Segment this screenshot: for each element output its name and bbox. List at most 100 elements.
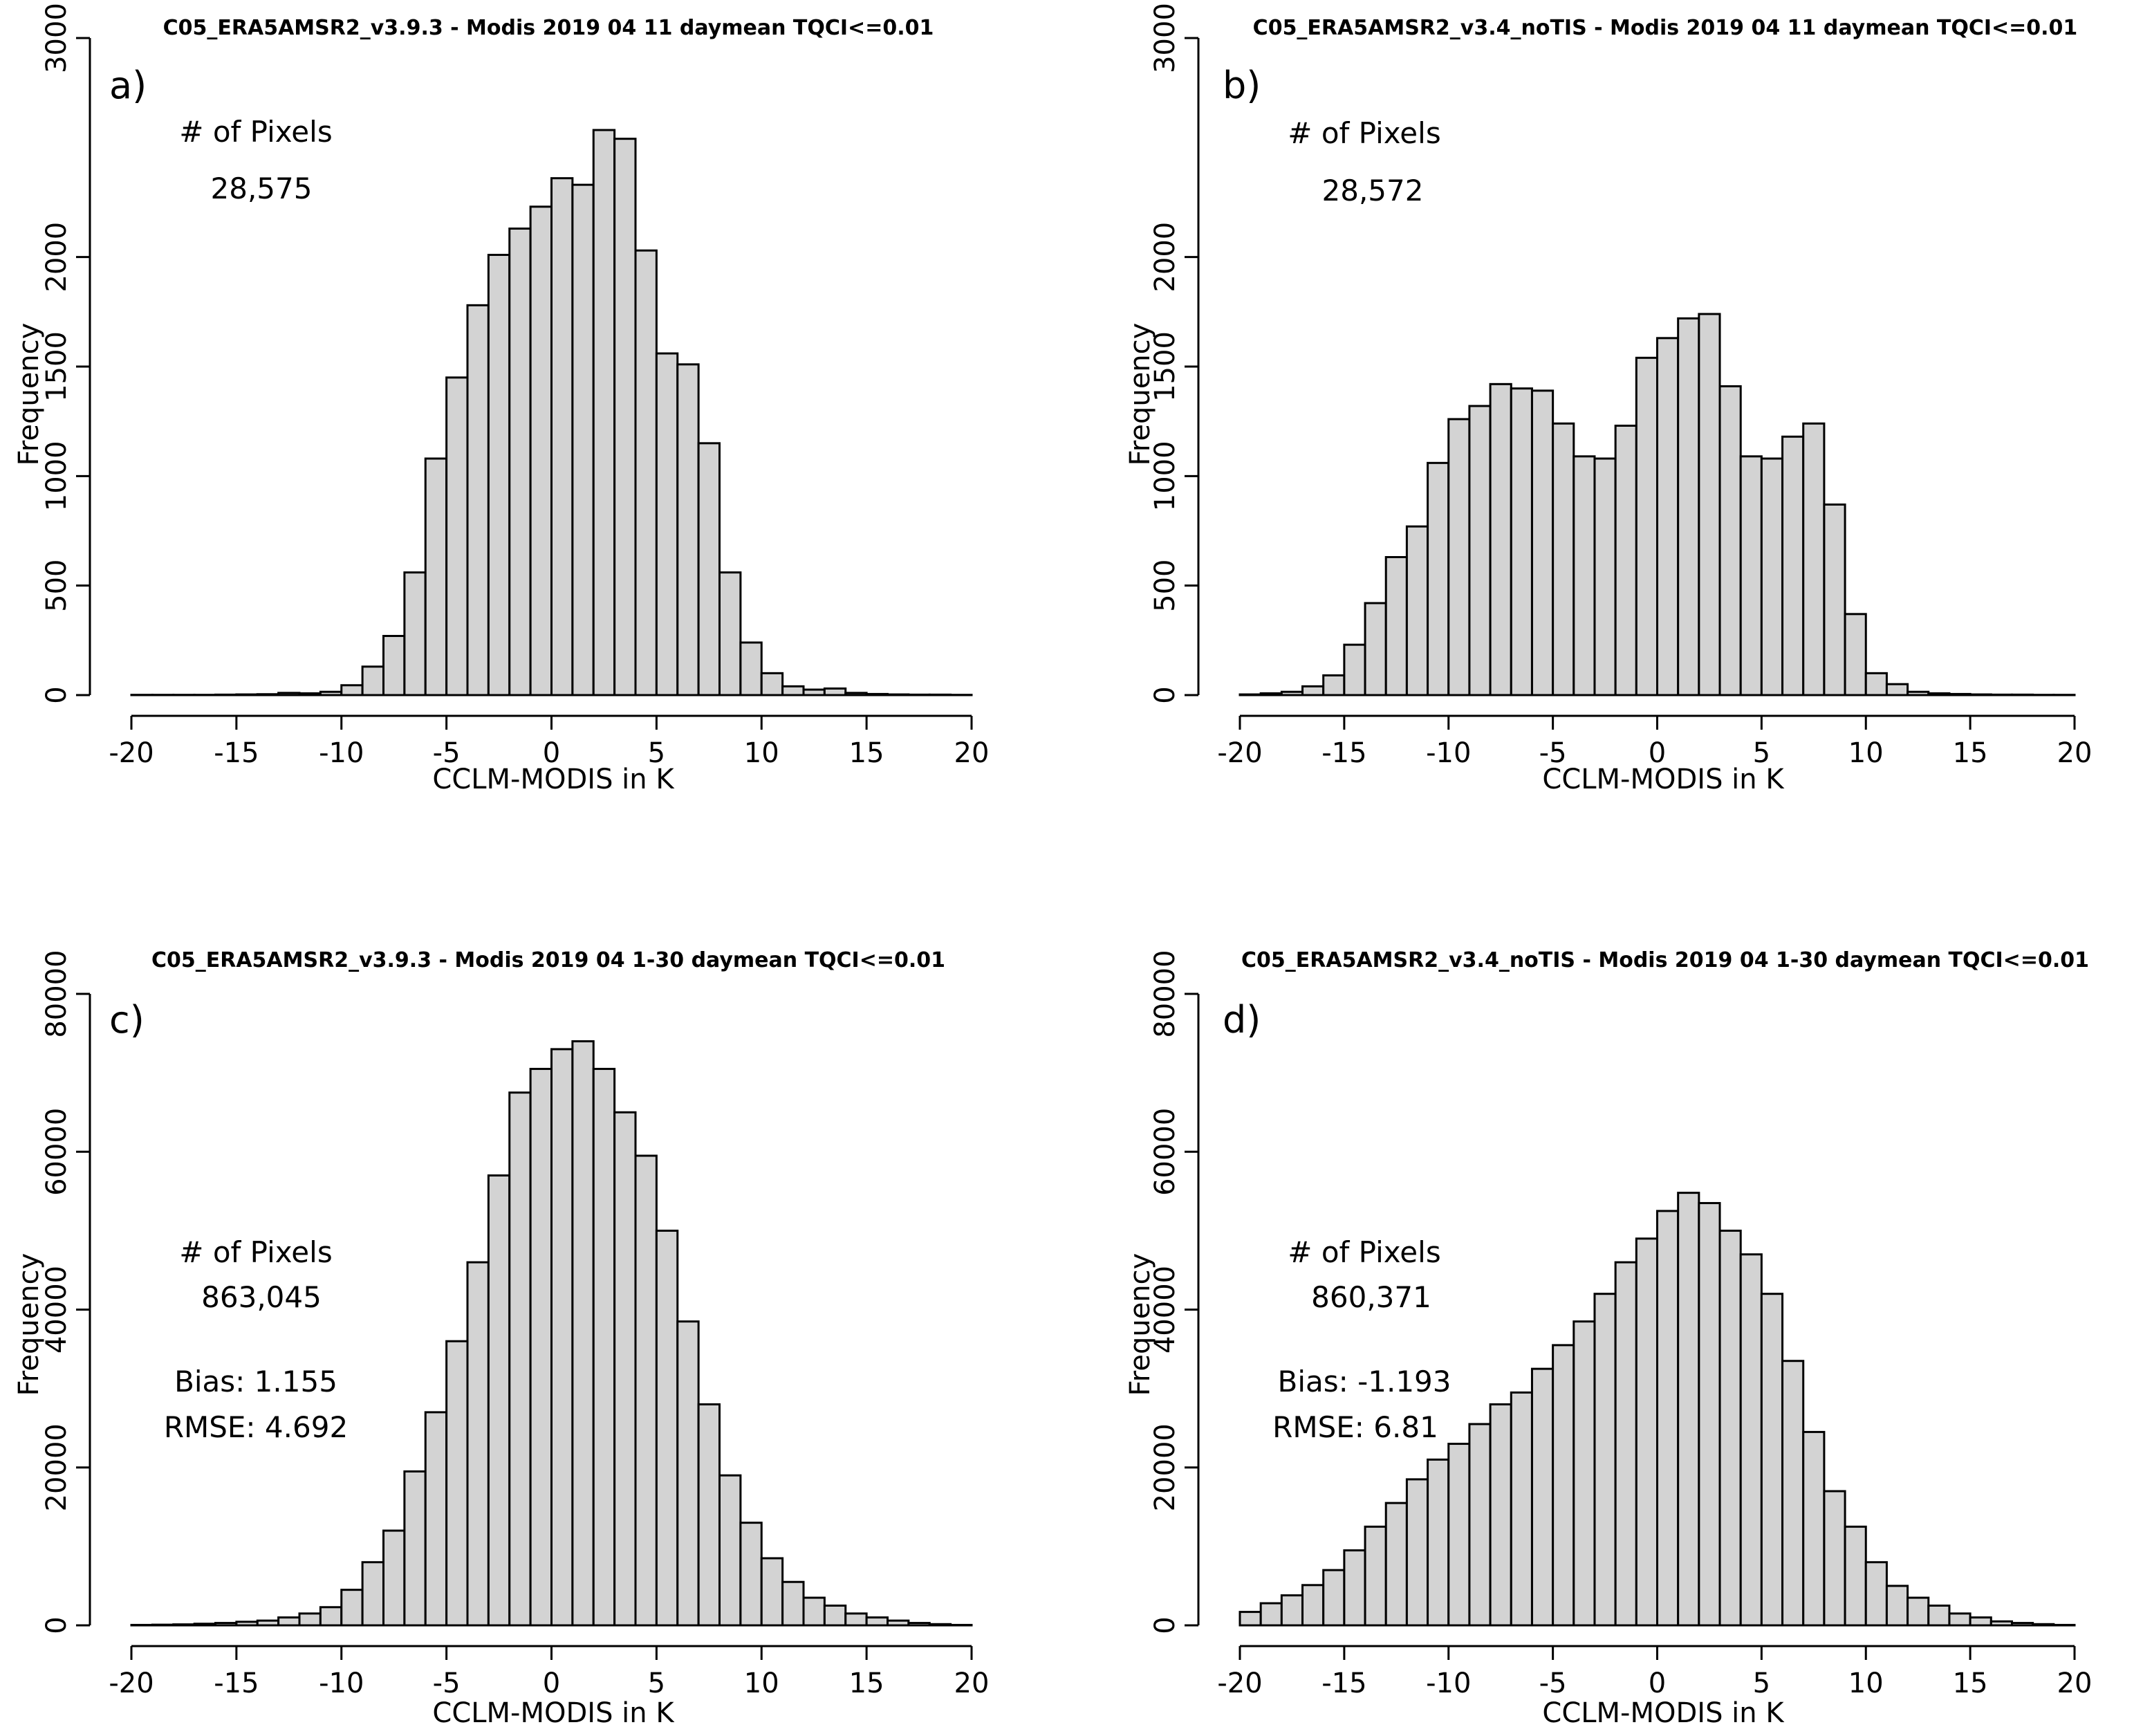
panel-c-bar [823,1604,847,1627]
panel-c-bar [403,1470,427,1627]
panel-a-bar [550,177,574,696]
panel-d-bar [1864,1561,1888,1627]
panel-c-bar [382,1529,406,1627]
panel-d-bar [1760,1293,1784,1627]
panel-a-bar [718,571,742,696]
panel-c-bar [655,1229,679,1627]
panel-a-y-axis-label: Frequency [13,323,45,466]
panel-d-bar [1885,1585,1909,1627]
panel-b-bar [1718,385,1742,696]
panel-d-bar [1907,1596,1930,1627]
panel-a-bar [823,687,847,696]
panel-c-x-tick-label: -10 [319,1668,364,1699]
panel-b-bar [1593,457,1617,696]
panel-b-bar [1468,405,1492,696]
panel-b-x-tick-label: 0 [1649,737,1666,769]
panel-b-bar [1614,425,1638,696]
panel-d-bar [1614,1261,1638,1627]
panel-d-bar [1259,1602,1283,1627]
panel-d-bar [1739,1253,1763,1627]
panel-c-bar [298,1612,322,1627]
panel-a-bar [361,665,384,696]
panel-b-x-tick-label: 20 [2057,737,2093,769]
panel-b-y-tick-label: 1500 [1149,331,1181,402]
panel-c-bar [319,1606,343,1627]
panel-b-pixels-label: # of Pixels [1288,116,1440,150]
panel-d-bar [1552,1344,1575,1627]
panel-a-x-tick-label: 15 [849,737,884,769]
panel-b-pixels-value: 28,572 [1322,174,1424,207]
panel-d-x-tick-label: 10 [1848,1668,1884,1699]
panel-d-y-tick-label: 60000 [1149,1108,1181,1196]
panel-b-bar [1656,337,1680,696]
panel-a-bar [907,693,931,696]
panel-d-x-tick-label: -15 [1321,1668,1366,1699]
panel-d-bar [1927,1604,1951,1627]
panel-d-bar [1593,1293,1617,1627]
panel-c-bar [718,1474,742,1627]
panel-a-bar [887,693,910,696]
panel-b-y-tick-label: 3000 [1149,3,1181,73]
panel-a-bar [445,376,469,696]
panel-d-y-tick-label: 80000 [1149,950,1181,1037]
panel-b-y-tick-label: 1000 [1149,441,1181,511]
panel-a-bar [508,228,532,696]
panel-d-bar [1489,1403,1512,1627]
panel-a-bar [487,254,511,696]
panel-d-pixels-label: # of Pixels [1288,1235,1440,1269]
panel-c-x-tick-label: 10 [744,1668,779,1699]
panel-b-bar [1927,692,1951,696]
panel-a-x-tick-label: -15 [214,737,259,769]
panel-c-pixels-label: # of Pixels [179,1235,332,1269]
panel-d-x-tick-label: -5 [1539,1668,1567,1699]
panel-b-bar [1259,692,1283,696]
panel-b-y-axis-label: Frequency [1124,323,1156,466]
panel-c-bar [634,1154,658,1627]
panel-b-bar [1510,387,1533,696]
panel-b-bar [1739,455,1763,696]
panel-b-bar [1530,389,1555,696]
panel-d-bar [1384,1502,1408,1627]
panel-d-x-tick-label: -20 [1217,1668,1262,1699]
panel-c-y-tick-label: 60000 [41,1108,73,1196]
panel-d-x-tick-label: 20 [2057,1668,2093,1699]
panel-a-bar [571,183,595,696]
panel-d-bar [1405,1478,1429,1627]
panel-b-x-tick-label: 15 [1953,737,1988,769]
panel-a-bar [529,205,553,696]
panel-c-bias: Bias: 1.155 [174,1365,337,1398]
panel-c-bar [697,1403,721,1627]
panel-a-x-tick-label: -5 [433,737,461,769]
panel-a-x-tick-label: 5 [648,737,665,769]
panel-a-y-tick-label: 1500 [41,331,73,402]
panel-b-bar [1427,461,1450,696]
panel-b-bar [1781,435,1805,696]
panel-a-x-tick-label: 0 [543,737,560,769]
panel-a-bar [424,457,448,696]
panel-a-x-tick-label: 20 [954,737,990,769]
panel-d-bar [1427,1458,1450,1627]
panel-c-bar [445,1340,469,1627]
panel-d-bar [1447,1443,1471,1627]
panel-c-bar [592,1067,616,1627]
panel-b-bar [1760,457,1784,696]
panel-c-bar [802,1596,826,1627]
panel-b-title: C05_ERA5AMSR2_v3.4_noTIS - Modis 2019 04… [1253,16,2078,40]
panel-d-bar [1322,1569,1346,1627]
panel-a-y-tick-label: 0 [41,686,73,703]
panel-d-rmse: RMSE: 6.81 [1272,1410,1438,1444]
panel-a-y-tick-label: 1000 [41,441,73,511]
panel-b-label: b) [1223,64,1261,107]
panel-a-bar [235,693,259,696]
panel-b-bar [1384,556,1408,696]
panel-c-bar [193,1623,216,1627]
panel-b-bar [1969,693,1992,696]
panel-a-bar [697,442,721,696]
panel-d-x-tick-label: -10 [1426,1668,1471,1699]
panel-a-y-tick-label: 2000 [41,222,73,293]
panel-d-bar [1948,1612,1972,1627]
panel-b-bar [1989,693,2013,696]
panel-c-x-tick-label: -5 [433,1668,461,1699]
panel-d-bar [1844,1525,1867,1627]
panel-b-bar [1239,693,1262,696]
